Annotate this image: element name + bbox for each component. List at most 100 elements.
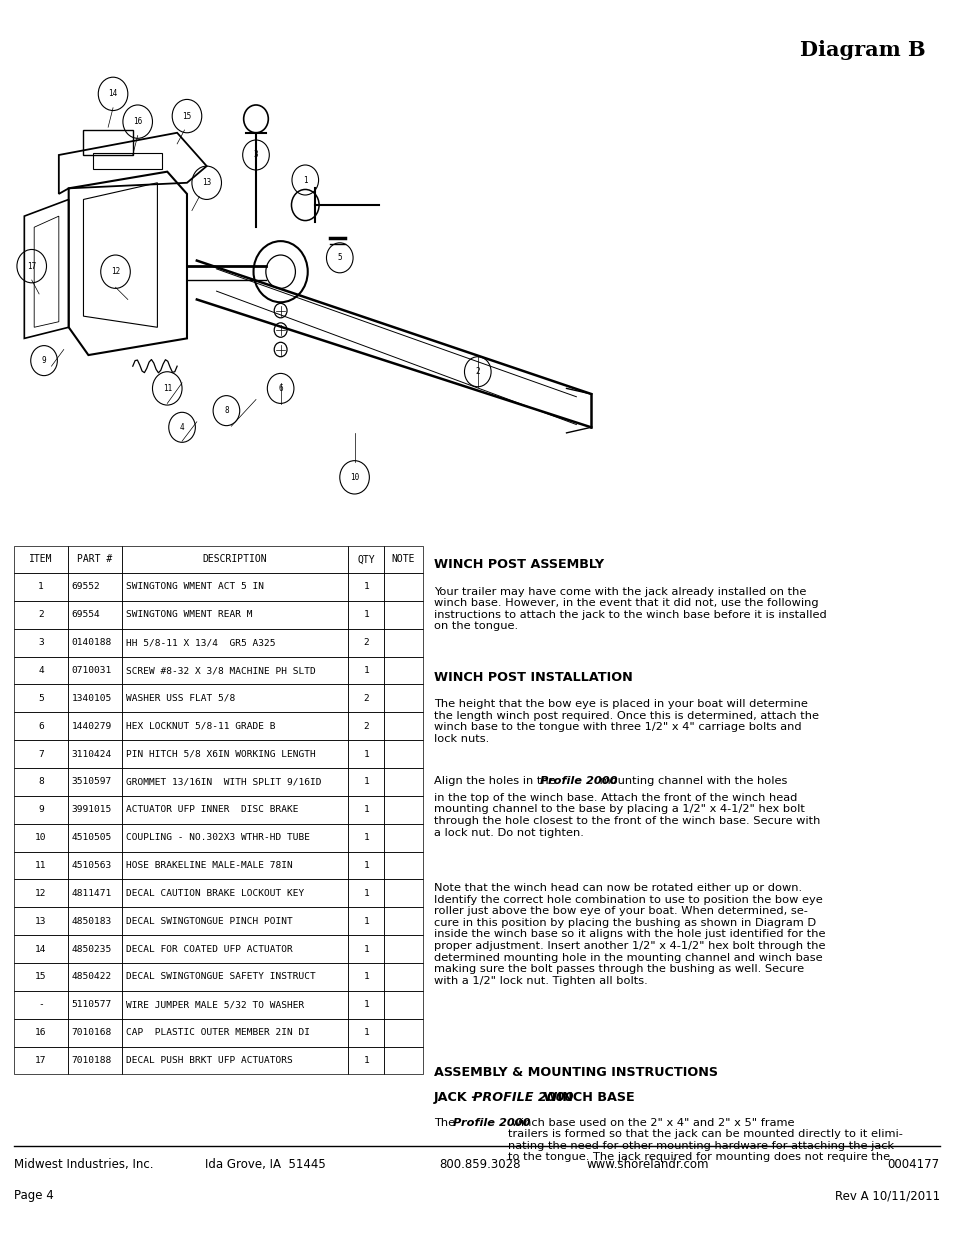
Bar <box>384 740 422 768</box>
Bar <box>14 963 68 990</box>
Text: -: - <box>38 1000 44 1009</box>
Text: 13: 13 <box>35 916 47 926</box>
Text: 1: 1 <box>363 916 369 926</box>
Text: 7: 7 <box>38 750 44 758</box>
Text: 15: 15 <box>35 972 47 982</box>
Text: HEX LOCKNUT 5/8-11 GRADE B: HEX LOCKNUT 5/8-11 GRADE B <box>126 721 275 731</box>
Bar <box>122 601 348 629</box>
Text: SWINGTONG WMENT ACT 5 IN: SWINGTONG WMENT ACT 5 IN <box>126 583 264 592</box>
Bar <box>14 684 68 713</box>
Text: mounting channel with the holes: mounting channel with the holes <box>596 776 786 785</box>
Bar <box>122 546 348 573</box>
Text: Ida Grove, IA  51445: Ida Grove, IA 51445 <box>205 1158 326 1172</box>
Bar <box>384 601 422 629</box>
Text: HH 5/8-11 X 13/4  GR5 A325: HH 5/8-11 X 13/4 GR5 A325 <box>126 638 275 647</box>
Bar <box>384 573 422 601</box>
Text: WINCH POST INSTALLATION: WINCH POST INSTALLATION <box>434 671 632 684</box>
Text: WINCH BASE: WINCH BASE <box>538 1091 634 1104</box>
Bar <box>14 1019 68 1046</box>
Text: QTY: QTY <box>357 555 375 564</box>
Text: 6: 6 <box>38 721 44 731</box>
Text: 1: 1 <box>363 750 369 758</box>
Bar <box>14 657 68 684</box>
Bar <box>122 824 348 852</box>
Text: 1: 1 <box>363 861 369 869</box>
Bar <box>348 657 384 684</box>
Text: Align the holes in the: Align the holes in the <box>434 776 558 785</box>
Bar <box>68 908 122 935</box>
Text: 9: 9 <box>38 805 44 814</box>
Text: 9: 9 <box>42 356 47 366</box>
Bar <box>122 684 348 713</box>
Bar <box>122 629 348 657</box>
Bar <box>348 684 384 713</box>
Text: 1: 1 <box>363 834 369 842</box>
Text: 1: 1 <box>363 610 369 619</box>
Bar <box>384 935 422 963</box>
Text: 11: 11 <box>162 384 172 393</box>
Text: 4811471: 4811471 <box>71 889 112 898</box>
Bar <box>384 1046 422 1074</box>
Text: Page 4: Page 4 <box>14 1189 54 1203</box>
Bar <box>348 990 384 1019</box>
Text: Rev A 10/11/2011: Rev A 10/11/2011 <box>834 1189 939 1203</box>
Text: 3510597: 3510597 <box>71 778 112 787</box>
Text: 12: 12 <box>111 267 120 277</box>
Bar <box>384 768 422 795</box>
Text: WASHER USS FLAT 5/8: WASHER USS FLAT 5/8 <box>126 694 235 703</box>
Bar <box>384 879 422 908</box>
Text: 69552: 69552 <box>71 583 100 592</box>
Text: 15: 15 <box>182 111 192 121</box>
Bar <box>384 908 422 935</box>
Bar <box>384 629 422 657</box>
Text: DESCRIPTION: DESCRIPTION <box>203 555 267 564</box>
Bar <box>348 879 384 908</box>
Bar <box>68 1019 122 1046</box>
Bar <box>384 657 422 684</box>
Text: COUPLING - NO.302X3 WTHR-HD TUBE: COUPLING - NO.302X3 WTHR-HD TUBE <box>126 834 310 842</box>
Text: SCREW #8-32 X 3/8 MACHINE PH SLTD: SCREW #8-32 X 3/8 MACHINE PH SLTD <box>126 666 315 676</box>
Bar <box>122 908 348 935</box>
Bar <box>122 1046 348 1074</box>
Bar <box>14 824 68 852</box>
Bar <box>348 601 384 629</box>
Text: DECAL SWINGTONGUE SAFETY INSTRUCT: DECAL SWINGTONGUE SAFETY INSTRUCT <box>126 972 315 982</box>
Text: 1: 1 <box>363 972 369 982</box>
Text: 3: 3 <box>253 151 258 159</box>
Text: 1: 1 <box>363 778 369 787</box>
Bar <box>68 740 122 768</box>
Bar <box>122 963 348 990</box>
Bar <box>348 1046 384 1074</box>
Bar <box>348 963 384 990</box>
Text: 10: 10 <box>35 834 47 842</box>
Text: 12: 12 <box>35 889 47 898</box>
Bar <box>68 768 122 795</box>
Bar <box>14 852 68 879</box>
Text: 14: 14 <box>35 945 47 953</box>
Bar <box>14 795 68 824</box>
Text: 4: 4 <box>38 666 44 676</box>
Text: 7010168: 7010168 <box>71 1029 112 1037</box>
Bar <box>384 795 422 824</box>
Bar <box>68 546 122 573</box>
Text: DECAL PUSH BRKT UFP ACTUATORS: DECAL PUSH BRKT UFP ACTUATORS <box>126 1056 293 1065</box>
Text: www.shorelandr.com: www.shorelandr.com <box>586 1158 708 1172</box>
Text: ITEM: ITEM <box>30 555 52 564</box>
Bar <box>122 879 348 908</box>
Text: 8: 8 <box>38 778 44 787</box>
Text: 5: 5 <box>38 694 44 703</box>
Text: 10: 10 <box>350 473 359 482</box>
Bar <box>68 573 122 601</box>
Bar <box>348 852 384 879</box>
Text: 17: 17 <box>27 262 36 270</box>
Text: 1: 1 <box>363 1000 369 1009</box>
Bar <box>68 824 122 852</box>
Text: 2: 2 <box>475 367 479 377</box>
Bar <box>68 852 122 879</box>
Text: 3110424: 3110424 <box>71 750 112 758</box>
Text: 2: 2 <box>363 638 369 647</box>
Bar <box>122 713 348 740</box>
Text: 4850183: 4850183 <box>71 916 112 926</box>
Text: CAP  PLASTIC OUTER MEMBER 2IN DI: CAP PLASTIC OUTER MEMBER 2IN DI <box>126 1029 310 1037</box>
Bar <box>68 963 122 990</box>
